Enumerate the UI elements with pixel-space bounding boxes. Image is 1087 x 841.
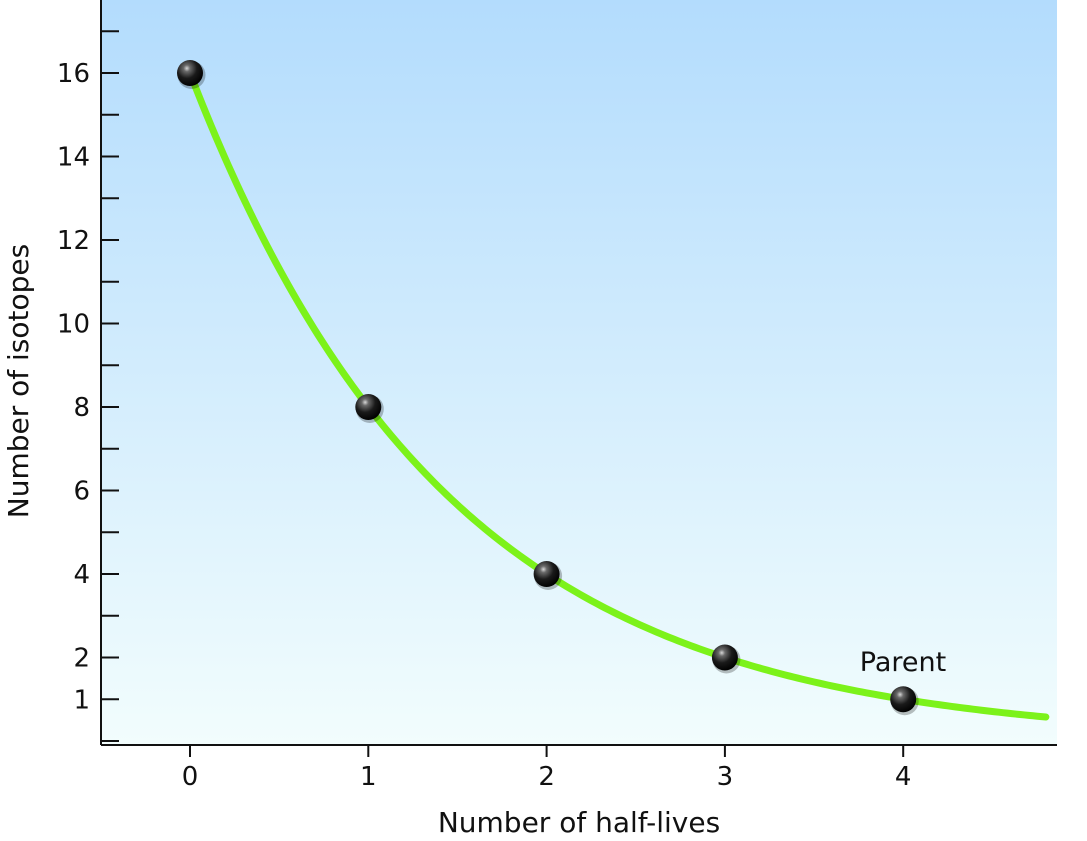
x-tick-label: 2 <box>538 762 555 792</box>
plot-background <box>101 0 1057 745</box>
data-points <box>177 60 919 716</box>
axes <box>100 0 1057 746</box>
y-tick-label: 6 <box>73 477 90 507</box>
y-tick-label: 2 <box>73 644 90 674</box>
x-axis-title: Number of half-lives <box>438 806 720 839</box>
y-axis-title: Number of isotopes <box>2 244 35 518</box>
annotation-parent: Parent <box>860 647 946 678</box>
x-tick-label: 0 <box>182 762 199 792</box>
y-tick-label: 1 <box>73 685 90 715</box>
x-tick-label: 3 <box>717 762 734 792</box>
y-tick-label: 10 <box>57 310 90 340</box>
y-tick-label: 12 <box>57 226 90 256</box>
data-point <box>177 60 203 86</box>
data-point <box>533 561 560 587</box>
y-tick-label: 4 <box>73 560 90 590</box>
y-tick-label: 8 <box>73 393 90 423</box>
y-tick-label: 16 <box>57 59 90 89</box>
data-point <box>890 686 917 713</box>
y-tick-label: 14 <box>57 143 90 173</box>
data-point <box>711 644 738 671</box>
x-tick-label: 4 <box>895 762 912 792</box>
x-tick-label: 1 <box>360 762 377 792</box>
data-point <box>355 394 382 420</box>
